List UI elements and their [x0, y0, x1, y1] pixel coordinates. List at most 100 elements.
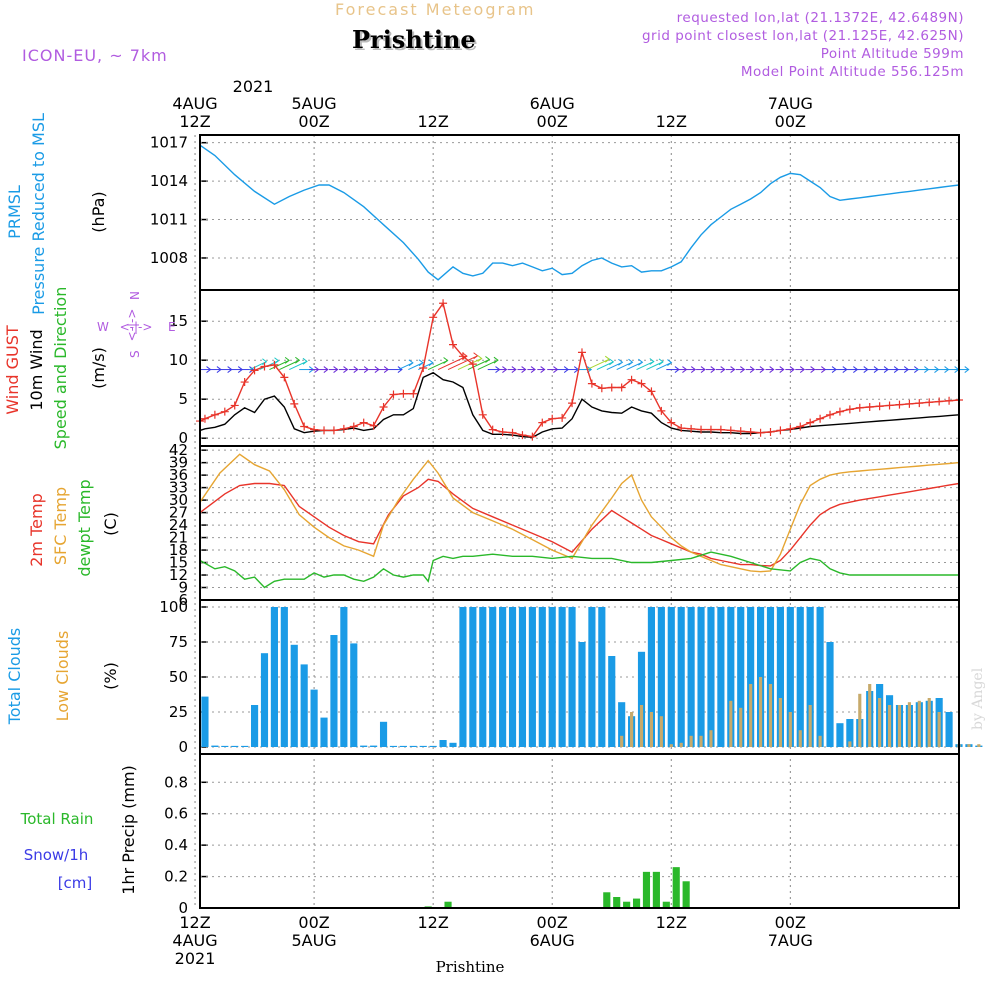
total-cloud-bar: [598, 607, 606, 747]
total-cloud-bar: [280, 607, 288, 747]
low-cloud-bar: [709, 730, 713, 747]
top-time-label: 5AUG: [291, 94, 336, 113]
compass-arrow-h: <-|->: [120, 320, 153, 334]
wind-arrow-head: [521, 366, 527, 373]
low-cloud-bar: [907, 702, 911, 747]
wind-arrow: [398, 362, 414, 371]
gust-marker: [359, 418, 368, 427]
y-tick-label: 21: [169, 529, 188, 547]
total-cloud-bar: [766, 607, 775, 747]
total-cloud-bar: [578, 642, 586, 747]
total-cloud-bar: [776, 607, 784, 747]
total-cloud-bar: [618, 702, 626, 747]
wind-arrow-head: [485, 356, 491, 363]
gust-marker: [736, 427, 745, 436]
total-cloud-bar: [499, 607, 507, 747]
low-cloud-bar: [937, 712, 941, 747]
total-rain-label: Total Rain: [20, 810, 94, 828]
total-cloud-bar: [300, 664, 308, 747]
low-cloud-bar: [630, 712, 634, 747]
wind-arrow: [596, 361, 614, 371]
low-cloud-bar: [679, 742, 683, 747]
y-tick-label: 1014: [150, 172, 188, 190]
total-cloud-bar: [459, 607, 467, 747]
wind-arrow: [437, 355, 468, 371]
top-time-label: 7AUG: [768, 94, 813, 113]
y-tick-label: 50: [169, 668, 188, 686]
wind-arrow-head: [810, 366, 816, 373]
wind-arrow-head: [638, 358, 644, 366]
total-clouds-label: Total Clouds: [5, 628, 24, 726]
y-tick-label: 5: [178, 390, 188, 408]
total-cloud-bar: [360, 745, 368, 747]
gust-marker: [806, 418, 815, 427]
wind-arrow-head: [769, 366, 775, 373]
total-cloud-bar: [667, 607, 675, 747]
total-cloud-bar: [330, 635, 338, 747]
wind-arrow: [477, 359, 499, 371]
wind-arrow-head: [428, 359, 434, 367]
gust-marker: [230, 401, 239, 410]
total-cloud-bar: [211, 745, 219, 747]
y-tick-label: 39: [169, 454, 188, 472]
gust-marker: [339, 424, 348, 433]
total-cloud-bar: [608, 656, 616, 747]
gust-marker: [657, 406, 666, 415]
gust-marker: [915, 399, 924, 408]
gust-marker: [290, 399, 299, 408]
y-tick-label: 0.2: [164, 868, 188, 886]
wind-arrow-head: [323, 366, 329, 373]
gust-marker: [687, 424, 696, 433]
wind-arrow: [289, 360, 308, 371]
gust-marker: [310, 425, 319, 434]
gust-marker: [627, 375, 636, 384]
wind-arrow: [408, 362, 424, 371]
gust-marker: [835, 407, 844, 416]
bottom-time-label: 00Z: [298, 913, 329, 932]
wind-arrow-head: [262, 358, 268, 366]
y-tick-label: 33: [169, 479, 188, 497]
ten-m-wind-label: 10m Wind: [27, 329, 46, 410]
gust-marker: [587, 379, 596, 388]
total-cloud-bar: [231, 745, 239, 747]
y-tick-label: 6: [178, 591, 188, 609]
top-time-label: 00Z: [775, 112, 806, 131]
top-time-label: 00Z: [537, 112, 568, 131]
gust-marker: [845, 405, 854, 414]
compass-arrow-v: <-|->: [125, 309, 139, 342]
gust-marker: [210, 410, 219, 419]
temp-sfc-line: [199, 453, 960, 573]
total-cloud-bar: [201, 696, 209, 747]
wind-arrow: [586, 358, 610, 371]
total-cloud-bar: [489, 607, 497, 747]
total-cloud-bar: [558, 607, 566, 747]
temp-sfc-label: SFC Temp: [51, 487, 70, 565]
y-tick-label: 27: [169, 504, 188, 522]
bottom-time-label: 12Z: [656, 913, 687, 932]
gust-marker: [786, 424, 795, 433]
wind-arrow: [656, 362, 672, 371]
gust-marker: [667, 418, 676, 427]
gust-marker: [925, 398, 934, 407]
gust-marker: [419, 364, 428, 372]
gust-marker: [568, 399, 577, 408]
wind-arrow-head: [284, 356, 290, 364]
wind-arrow-head: [530, 366, 536, 373]
compass-n: N: [128, 291, 142, 300]
total-cloud-bar: [528, 607, 536, 747]
gust-marker: [796, 422, 805, 431]
gust-marker: [875, 402, 884, 411]
total-cloud-bar: [429, 745, 437, 747]
gust-marker: [399, 389, 408, 398]
gust-marker: [746, 427, 755, 436]
total-cloud-bar: [221, 745, 229, 747]
gust-marker: [558, 413, 567, 422]
gust-marker: [826, 410, 835, 419]
y-tick-label: 1017: [150, 134, 188, 152]
total-cloud-bar: [469, 607, 477, 747]
low-cloud-bar: [818, 735, 822, 747]
total-cloud-bar: [548, 607, 556, 747]
total-cloud-bar: [479, 607, 487, 747]
wind-arrow-head: [609, 358, 615, 366]
y-tick-label: 0: [178, 738, 188, 756]
